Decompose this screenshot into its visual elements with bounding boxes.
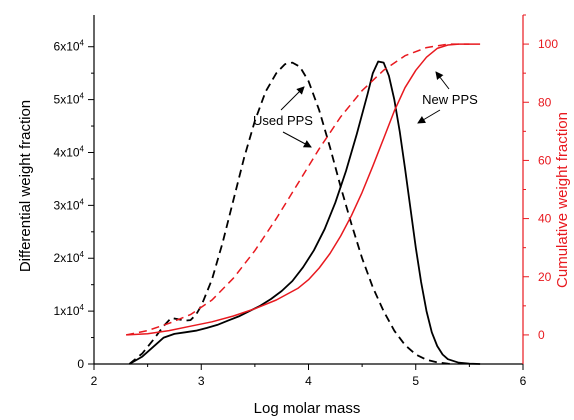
y-right-tick-label: 20 bbox=[538, 270, 552, 284]
y-left-tick-label: 0 bbox=[77, 357, 84, 371]
x-tick-label: 4 bbox=[305, 374, 312, 388]
y-right-tick-label: 100 bbox=[538, 37, 558, 51]
tick-marks: 2 3 4 5 601x1042x1043x1044x1045x1046x1040204… bbox=[54, 14, 558, 388]
annotation-used-pps: Used PPS bbox=[253, 86, 313, 148]
x-tick-label: 2 bbox=[91, 374, 98, 388]
annotation-used-arrow-upper bbox=[280, 86, 305, 111]
differential-dashed-curve bbox=[128, 61, 454, 365]
y-left-tick-label: 3x104 bbox=[54, 197, 85, 212]
annotation-new-pps: New PPS bbox=[417, 71, 478, 124]
x-axis-title: Log molar mass bbox=[254, 400, 361, 417]
annotation-new-arrow-lower bbox=[417, 109, 441, 124]
y-right-tick-label: 40 bbox=[538, 212, 552, 226]
y-right-tick-label: 60 bbox=[538, 153, 552, 167]
y-right-tick-label: 0 bbox=[538, 328, 545, 342]
x-tick-label: 3 bbox=[198, 374, 205, 388]
annotation-used-arrow-lower bbox=[282, 131, 312, 148]
y-left-tick-label: 1x104 bbox=[54, 303, 85, 318]
axes bbox=[93, 15, 524, 365]
y-left-tick-label: 2x104 bbox=[54, 250, 85, 265]
annotation-new-pps-label: New PPS bbox=[422, 92, 478, 107]
cumulative-dashed-curve bbox=[126, 43, 470, 336]
cumulative-solid-curve bbox=[126, 43, 481, 336]
y-left-tick-label: 6x104 bbox=[54, 39, 85, 54]
annotation-new-arrow-upper bbox=[435, 71, 450, 90]
plot-area bbox=[126, 43, 481, 365]
y-axis-right-title: Cumulative weight fraction bbox=[554, 112, 571, 288]
differential-solid-curve bbox=[128, 60, 481, 365]
y-left-tick-label: 5x104 bbox=[54, 92, 85, 107]
y-left-tick-label: 4x104 bbox=[54, 144, 85, 159]
y-right-tick-label: 80 bbox=[538, 95, 552, 109]
y-axis-left-title: Differential weight fraction bbox=[17, 100, 34, 272]
x-tick-label: 6 bbox=[520, 374, 527, 388]
annotation-used-pps-label: Used PPS bbox=[253, 113, 313, 128]
x-tick-label: 5 bbox=[412, 374, 419, 388]
